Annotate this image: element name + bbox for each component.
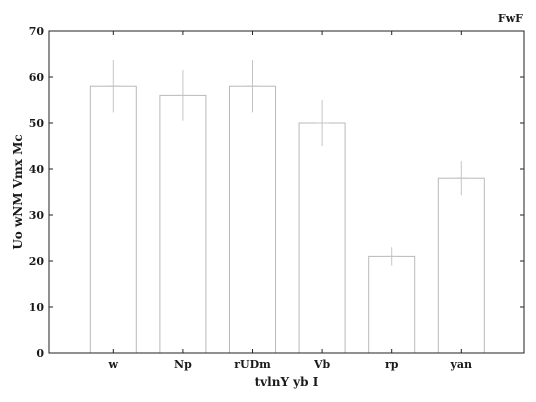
x-tick-label-rUDm: rUDm <box>234 358 271 371</box>
bar-yan <box>437 177 485 354</box>
bars-group <box>89 85 485 354</box>
x-tick-label-Vb: Vb <box>313 358 331 371</box>
x-tick-label-yan: yan <box>450 358 473 371</box>
error-bar-Vb <box>315 100 330 146</box>
error-bar-yan <box>454 161 469 196</box>
error-bars-group <box>106 59 469 266</box>
x-tick-label-Np: Np <box>174 358 192 371</box>
y-tick-label-40: 40 <box>29 163 45 176</box>
bar-w <box>89 85 137 354</box>
y-tick-label-10: 10 <box>29 301 45 314</box>
error-bar-rp <box>384 247 399 266</box>
bar-Vb <box>298 122 346 354</box>
y-tick-label-50: 50 <box>29 117 45 130</box>
bar-Np <box>159 94 207 354</box>
y-tick-label-20: 20 <box>29 255 45 268</box>
bar-rUDm <box>229 85 276 354</box>
error-bar-Np <box>175 70 190 121</box>
x-axis-title: tvlnY yb I <box>255 375 319 389</box>
y-tick-label-0: 0 <box>36 347 44 360</box>
plot-frame <box>48 30 525 354</box>
y-axis: 0 10 20 30 40 50 60 70 <box>29 25 524 360</box>
y-tick-label-70: 70 <box>29 25 45 38</box>
y-tick-label-60: 60 <box>29 71 45 84</box>
error-bar-w <box>106 59 121 113</box>
bar-rp <box>368 255 416 354</box>
x-tick-label-w: w <box>108 358 119 371</box>
y-tick-label-30: 30 <box>29 209 45 222</box>
x-axis: w Np rUDm Vb rp yan <box>108 31 473 371</box>
error-bar-rUDm <box>245 59 260 113</box>
x-tick-label-rp: rp <box>385 358 399 371</box>
y-axis-title: Uo wNM Vmx Mc <box>11 134 25 249</box>
chart-title: FwF <box>498 12 523 25</box>
